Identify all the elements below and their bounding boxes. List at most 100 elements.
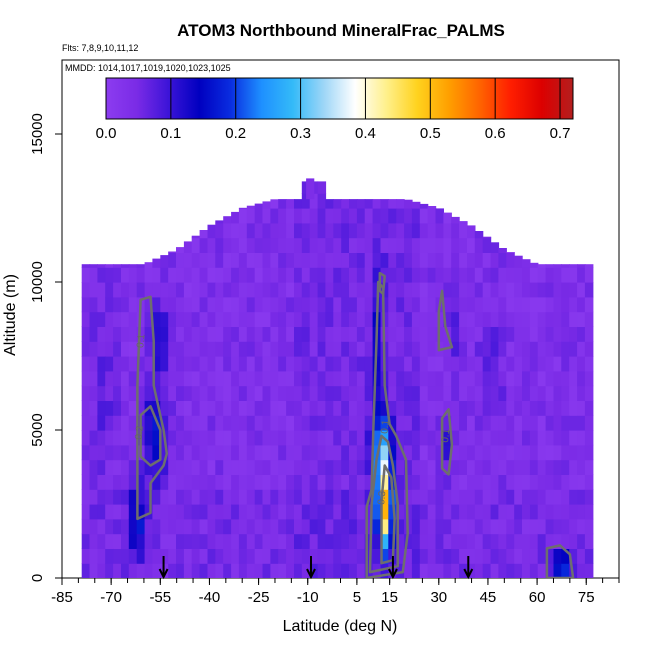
heatmap-cell — [577, 385, 586, 401]
heatmap-cell — [482, 533, 492, 549]
heatmap-cell — [113, 415, 122, 431]
heatmap-cell — [577, 563, 586, 578]
heatmap-cell — [215, 489, 224, 505]
heatmap-cell — [333, 282, 342, 298]
heatmap-cell — [278, 326, 287, 342]
heatmap-cell — [435, 504, 444, 520]
heatmap-cell — [482, 459, 492, 475]
heatmap-cell — [121, 370, 130, 387]
heatmap-cell — [231, 267, 240, 283]
heatmap-cell — [522, 474, 531, 490]
heatmap-cells — [81, 178, 594, 578]
heatmap-cell — [514, 430, 523, 446]
heatmap-cell — [238, 474, 248, 490]
heatmap-cell — [482, 444, 492, 461]
heatmap-cell — [207, 400, 216, 416]
heatmap-cell — [183, 282, 193, 298]
heatmap-cell — [294, 356, 303, 372]
heatmap-cell — [482, 236, 492, 239]
heatmap-cell — [199, 237, 209, 253]
heatmap-cell — [128, 518, 138, 535]
heatmap-cell — [144, 296, 154, 313]
heatmap-cell — [238, 208, 248, 224]
heatmap-cell — [474, 474, 484, 490]
heatmap-cell — [121, 356, 130, 372]
heatmap-cell — [136, 356, 146, 372]
heatmap-cell — [411, 370, 421, 387]
heatmap-cell — [286, 267, 295, 283]
heatmap-cell — [482, 326, 492, 342]
heatmap-cell — [396, 222, 405, 239]
heatmap-cell — [254, 311, 264, 327]
heatmap-cell — [97, 282, 106, 298]
heatmap-cell — [569, 518, 578, 535]
heatmap-cell — [498, 311, 507, 327]
heatmap-cell — [514, 444, 523, 461]
heatmap-cell — [341, 459, 350, 475]
heatmap-cell — [584, 430, 594, 446]
heatmap-cell — [309, 415, 319, 431]
heatmap-cell — [467, 548, 476, 564]
heatmap-cell — [105, 533, 114, 549]
heatmap-cell — [380, 415, 389, 431]
heatmap-cell — [89, 264, 98, 268]
heatmap-cell — [333, 459, 342, 475]
heatmap-cell — [89, 415, 98, 431]
heatmap-cell — [427, 296, 437, 313]
heatmap-cell — [238, 311, 248, 327]
heatmap-cell — [388, 430, 397, 446]
heatmap-cell — [419, 208, 429, 224]
heatmap-cell — [223, 444, 232, 461]
heatmap-cell — [152, 489, 161, 505]
heatmap-cell — [349, 444, 358, 461]
heatmap-cell — [545, 370, 555, 387]
heatmap-cell — [467, 474, 476, 490]
contour-labels: 0.10.20.30.10.1 — [134, 333, 453, 505]
heatmap-cell — [270, 548, 279, 564]
heatmap-cell — [231, 237, 240, 253]
heatmap-cell — [561, 563, 570, 578]
heatmap-cell — [128, 356, 138, 372]
heatmap-cell — [396, 237, 405, 253]
heatmap-cell — [183, 341, 193, 357]
heatmap-cell — [388, 237, 397, 253]
heatmap-cell — [474, 489, 484, 505]
heatmap-cell — [388, 326, 397, 342]
heatmap-cell — [584, 518, 594, 535]
heatmap-cell — [160, 474, 169, 490]
heatmap-cell — [113, 282, 122, 298]
heatmap-cell — [113, 548, 122, 564]
heatmap-cell — [396, 341, 405, 357]
heatmap-cell — [121, 282, 130, 298]
heatmap-cell — [569, 267, 578, 283]
heatmap-cell — [286, 489, 295, 505]
heatmap-cell — [467, 430, 476, 446]
heatmap-cell — [317, 222, 327, 239]
heatmap-cell — [286, 282, 295, 298]
heatmap-cell — [427, 326, 437, 342]
x-tick-label: 30 — [430, 589, 447, 606]
heatmap-cell — [254, 430, 264, 446]
heatmap-cell — [301, 518, 311, 535]
heatmap-cell — [199, 533, 209, 549]
heatmap-cell — [522, 459, 531, 475]
heatmap-cell — [356, 474, 366, 490]
heatmap-cell — [537, 430, 547, 446]
heatmap-cell — [537, 474, 547, 490]
heatmap-cell — [286, 504, 295, 520]
heatmap-cell — [482, 504, 492, 520]
heatmap-cell — [561, 264, 570, 268]
heatmap-cell — [545, 267, 555, 283]
heatmap-cell — [522, 533, 531, 549]
heatmap-cell — [278, 222, 287, 239]
heatmap-cell — [301, 267, 311, 283]
heatmap-cell — [333, 208, 342, 224]
heatmap-cell — [325, 430, 334, 446]
heatmap-cell — [231, 548, 240, 564]
heatmap-cell — [411, 311, 421, 327]
heatmap-cell — [522, 518, 531, 535]
heatmap-cell — [388, 504, 397, 520]
heatmap-cell — [506, 563, 515, 578]
heatmap-cell — [577, 267, 586, 283]
heatmap-cell — [404, 385, 413, 401]
